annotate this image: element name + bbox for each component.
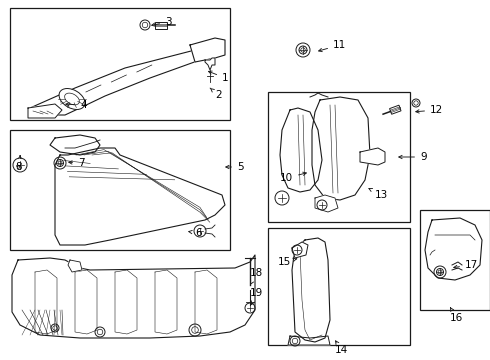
Polygon shape — [190, 38, 225, 62]
Text: 3: 3 — [152, 17, 172, 27]
Text: 13: 13 — [369, 189, 388, 200]
Text: 15: 15 — [278, 257, 297, 267]
Text: 12: 12 — [416, 105, 443, 115]
Bar — [420, 210, 490, 310]
Text: 11: 11 — [318, 40, 346, 51]
Text: 2: 2 — [210, 88, 221, 100]
Polygon shape — [12, 255, 255, 338]
Text: 7: 7 — [69, 158, 85, 168]
Bar — [268, 228, 410, 345]
Polygon shape — [205, 58, 215, 70]
Polygon shape — [28, 104, 62, 118]
Polygon shape — [425, 218, 482, 280]
Bar — [268, 92, 410, 222]
Text: 8: 8 — [15, 162, 22, 172]
Text: 4: 4 — [66, 100, 87, 110]
Polygon shape — [288, 336, 330, 345]
Text: 5: 5 — [226, 162, 244, 172]
Polygon shape — [68, 260, 82, 272]
Bar — [10, 8, 230, 120]
Polygon shape — [50, 135, 100, 155]
Bar — [10, 130, 230, 250]
Text: 16: 16 — [450, 308, 463, 323]
Polygon shape — [30, 42, 215, 115]
Polygon shape — [315, 195, 338, 212]
Polygon shape — [292, 238, 330, 342]
Text: 17: 17 — [454, 260, 478, 270]
Polygon shape — [292, 242, 308, 258]
Ellipse shape — [59, 89, 85, 109]
Text: 9: 9 — [399, 152, 427, 162]
Polygon shape — [55, 148, 225, 245]
Polygon shape — [390, 105, 401, 114]
Text: 10: 10 — [280, 172, 306, 183]
Text: 6: 6 — [189, 228, 201, 238]
Polygon shape — [312, 97, 370, 200]
Text: 19: 19 — [250, 288, 263, 305]
Polygon shape — [280, 108, 322, 192]
Polygon shape — [155, 22, 167, 28]
Text: 1: 1 — [209, 71, 229, 83]
Text: 14: 14 — [335, 341, 348, 355]
Text: 18: 18 — [250, 268, 263, 284]
Polygon shape — [360, 148, 385, 165]
